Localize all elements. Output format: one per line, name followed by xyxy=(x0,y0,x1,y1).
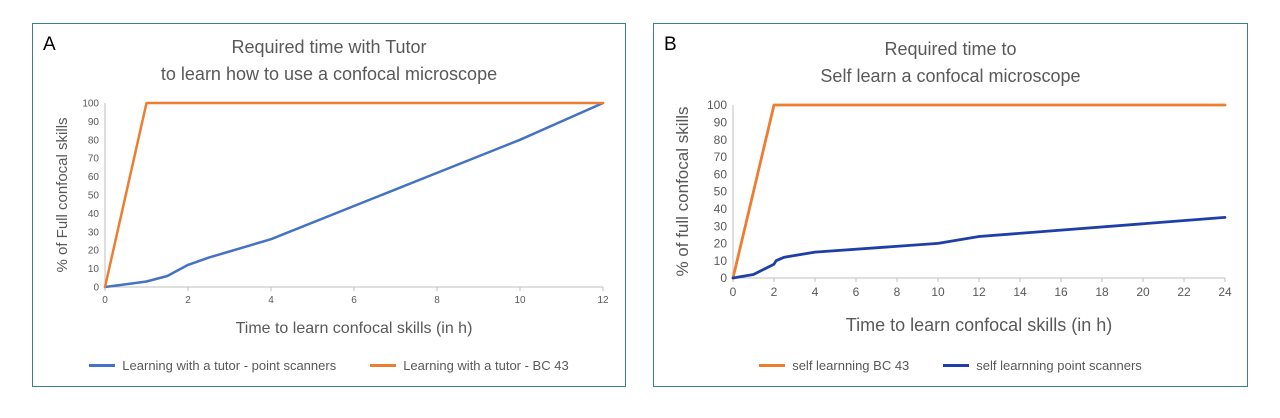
x-tick-label: 18 xyxy=(1095,285,1109,299)
y-tick-label: 50 xyxy=(714,185,728,199)
x-tick-label: 6 xyxy=(853,285,860,299)
y-tick-label: 0 xyxy=(720,271,727,285)
y-tick-label: 60 xyxy=(88,172,100,183)
legend-swatch xyxy=(943,364,970,367)
chart-b-legend: self learnning BC 43 self learnning poin… xyxy=(654,358,1247,373)
x-tick-label: 16 xyxy=(1054,285,1068,299)
legend-label: self learnning BC 43 xyxy=(792,358,910,373)
legend-item: Learning with a tutor - BC 43 xyxy=(370,358,569,373)
x-tick-label: 8 xyxy=(434,295,440,306)
y-tick-label: 40 xyxy=(88,209,100,220)
y-tick-label: 10 xyxy=(714,254,728,268)
legend-label: self learnning point scanners xyxy=(976,358,1142,373)
x-tick-label: 2 xyxy=(185,295,191,306)
x-tick-label: 2 xyxy=(771,285,778,299)
chart-a-legend: Learning with a tutor - point scanners L… xyxy=(33,358,625,373)
legend-label: Learning with a tutor - BC 43 xyxy=(403,358,569,373)
x-tick-label: 10 xyxy=(514,295,526,306)
y-tick-label: 0 xyxy=(93,283,99,294)
x-tick-label: 24 xyxy=(1218,285,1232,299)
y-axis-label: % of Full confocal skills xyxy=(54,117,71,272)
y-tick-label: 20 xyxy=(714,237,728,251)
x-tick-label: 8 xyxy=(894,285,901,299)
legend-swatch xyxy=(370,364,397,367)
chart-panel-a: A Required time with Tutor to learn how … xyxy=(32,23,626,387)
y-tick-label: 100 xyxy=(82,99,99,110)
y-tick-label: 70 xyxy=(88,154,100,165)
y-tick-label: 80 xyxy=(88,135,100,146)
legend-label: Learning with a tutor - point scanners xyxy=(122,358,337,373)
x-tick-label: 14 xyxy=(1013,285,1027,299)
panel-label-a: A xyxy=(43,34,56,55)
x-tick-label: 0 xyxy=(730,285,737,299)
panel-label-b: B xyxy=(664,34,677,55)
x-axis-label: Time to learn confocal skills (in h) xyxy=(236,320,473,337)
y-tick-label: 70 xyxy=(714,150,728,164)
series-line-2 xyxy=(103,101,605,289)
x-tick-label: 0 xyxy=(102,295,108,306)
legend-swatch xyxy=(89,364,116,367)
y-tick-label: 90 xyxy=(88,117,100,128)
legend-item: self learnning point scanners xyxy=(943,358,1142,373)
y-tick-label: 80 xyxy=(714,133,728,147)
chart-b-title-line-2: Self learn a confocal microscope xyxy=(820,66,1081,86)
x-axis-label: Time to learn confocal skills (in h) xyxy=(846,315,1112,335)
series-line-1 xyxy=(731,103,1227,280)
y-tick-label: 40 xyxy=(714,202,728,216)
y-tick-label: 100 xyxy=(707,98,727,112)
y-tick-label: 60 xyxy=(714,167,728,181)
chart-a-title-line-1: Required time with Tutor xyxy=(231,37,427,57)
y-tick-label: 30 xyxy=(88,227,100,238)
y-tick-label: 30 xyxy=(714,219,728,233)
chart-a-plot: 0 10 20 30 40 50 60 70 80 90 100 0 2 4 6 8 10 12 Time to l… xyxy=(54,99,609,338)
y-tick-label: 90 xyxy=(714,116,728,130)
series-line-2 xyxy=(731,215,1227,280)
legend-item: Learning with a tutor - point scanners xyxy=(89,358,336,373)
x-tick-label: 6 xyxy=(351,295,357,306)
y-tick-label: 10 xyxy=(88,264,100,275)
chart-a-title-line-2: to learn how to use a confocal microscop… xyxy=(160,64,498,84)
x-tick-label: 22 xyxy=(1177,285,1191,299)
y-axis-label: % of full confocal skills xyxy=(673,106,692,276)
x-tick-label: 20 xyxy=(1136,285,1150,299)
series-line-1 xyxy=(103,101,605,289)
chart-b-title-line-1: Required time to xyxy=(884,39,1017,59)
x-tick-label: 12 xyxy=(597,295,609,306)
y-tick-label: 50 xyxy=(88,191,100,202)
legend-item: self learnning BC 43 xyxy=(759,358,909,373)
x-tick-label: 4 xyxy=(268,295,274,306)
legend-swatch xyxy=(759,364,786,367)
chart-panel-b: B Required time to Self learn a confocal… xyxy=(653,23,1248,387)
y-tick-label: 20 xyxy=(88,246,100,257)
x-tick-label: 4 xyxy=(812,285,819,299)
x-tick-label: 10 xyxy=(931,285,945,299)
x-tick-label: 12 xyxy=(972,285,986,299)
